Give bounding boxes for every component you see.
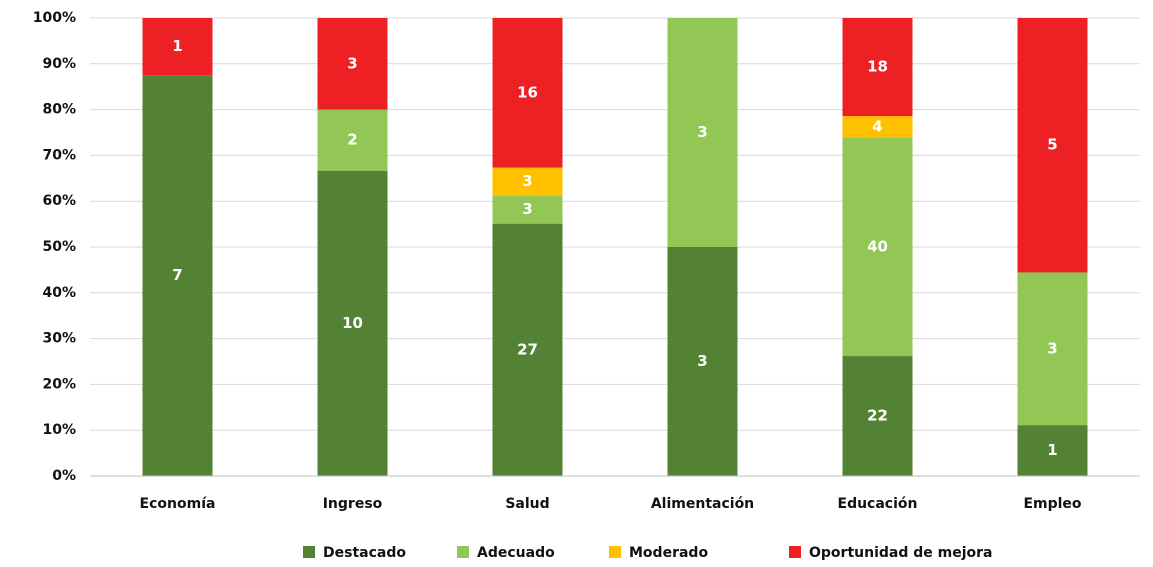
data-label: 5 <box>1047 136 1057 154</box>
y-tick-label: 40% <box>42 285 76 301</box>
data-label: 2 <box>347 131 357 149</box>
y-tick-label: 90% <box>42 56 76 72</box>
legend-label: Destacado <box>323 545 406 561</box>
bar-segment <box>667 18 738 247</box>
data-label: 4 <box>872 118 882 136</box>
data-label: 3 <box>1047 339 1057 357</box>
x-tick-label: Empleo <box>1023 496 1081 512</box>
data-label: 1 <box>1047 441 1057 459</box>
x-tick-label: Educación <box>838 496 918 512</box>
bar-segment <box>492 223 563 476</box>
data-label: 18 <box>867 58 888 76</box>
y-tick-label: 0% <box>52 468 76 484</box>
y-tick-label: 10% <box>42 422 76 438</box>
bar-segment <box>842 356 913 476</box>
bar-segment <box>142 18 213 76</box>
y-tick-label: 80% <box>42 102 76 118</box>
x-tick-label: Alimentación <box>651 496 754 512</box>
bar-segment <box>142 75 213 476</box>
bar-segment <box>842 116 913 138</box>
data-label: 10 <box>342 314 363 332</box>
bar-segment <box>842 137 913 357</box>
data-label: 16 <box>517 83 538 101</box>
bar-segment <box>492 18 563 168</box>
data-label: 3 <box>697 352 707 370</box>
bar-segment <box>317 18 388 110</box>
y-tick-label: 60% <box>42 193 76 209</box>
bar-segment <box>1017 18 1088 273</box>
x-tick-label: Salud <box>505 496 549 512</box>
bar-segment <box>492 195 563 224</box>
y-tick-label: 30% <box>42 331 76 347</box>
bar-segment <box>667 247 738 476</box>
bar-segment <box>1017 425 1088 476</box>
legend-swatch <box>457 546 469 558</box>
bar-segment <box>492 167 563 196</box>
bar-segment <box>317 109 388 171</box>
bar-segment <box>317 170 388 476</box>
data-label: 1 <box>172 37 182 55</box>
data-label: 3 <box>697 123 707 141</box>
y-tick-label: 100% <box>33 10 76 26</box>
data-label: 3 <box>522 200 532 218</box>
bar-segment <box>842 18 913 117</box>
legend-label: Adecuado <box>477 545 555 561</box>
data-label: 22 <box>867 407 888 425</box>
x-tick-label: Ingreso <box>323 496 383 512</box>
data-label: 3 <box>522 172 532 190</box>
y-tick-label: 20% <box>42 376 76 392</box>
y-tick-label: 70% <box>42 147 76 163</box>
legend-swatch <box>789 546 801 558</box>
legend-label: Moderado <box>629 545 708 561</box>
data-label: 40 <box>867 238 888 256</box>
legend-swatch <box>609 546 621 558</box>
y-tick-label: 50% <box>42 239 76 255</box>
data-label: 3 <box>347 54 357 72</box>
bar-segment <box>1017 272 1088 426</box>
data-label: 7 <box>172 266 182 284</box>
data-label: 27 <box>517 340 538 358</box>
legend-label: Oportunidad de mejora <box>809 545 992 561</box>
legend-swatch <box>303 546 315 558</box>
x-tick-label: Economía <box>140 496 216 512</box>
